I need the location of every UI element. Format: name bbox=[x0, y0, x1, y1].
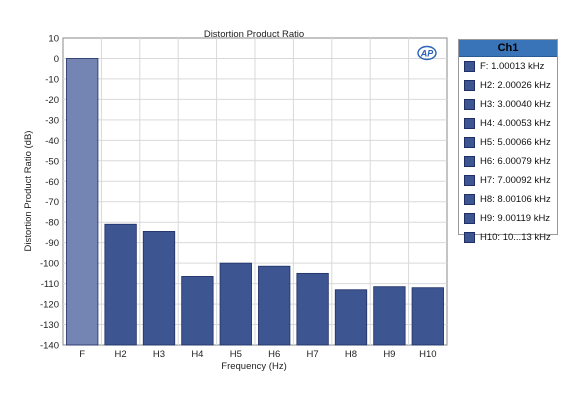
legend-item: H3: 3.00040 kHz bbox=[459, 95, 557, 114]
x-tick-label: H3 bbox=[153, 349, 165, 360]
legend-item-label: H9: 9.00119 kHz bbox=[480, 213, 551, 224]
legend-swatch bbox=[464, 194, 475, 205]
x-tick-label: H2 bbox=[115, 349, 127, 360]
bar-h5 bbox=[219, 262, 252, 346]
legend-item-label: H2: 2.00026 kHz bbox=[480, 80, 551, 91]
legend-items: F: 1.00013 kHz H2: 2.00026 kHz H3: 3.00040… bbox=[459, 57, 557, 247]
legend-swatch bbox=[464, 175, 475, 186]
x-tick-label: H4 bbox=[191, 349, 203, 360]
legend-item-label: H10: 10...13 kHz bbox=[480, 232, 551, 243]
logo-text: AP bbox=[420, 49, 434, 59]
bars bbox=[66, 58, 444, 346]
legend-swatch bbox=[464, 61, 475, 72]
x-tick-label: H7 bbox=[307, 349, 319, 360]
legend-item: H8: 8.00106 kHz bbox=[459, 190, 557, 209]
legend-item: H2: 2.00026 kHz bbox=[459, 76, 557, 95]
legend-swatch bbox=[464, 99, 475, 110]
bar-h9 bbox=[373, 286, 406, 346]
y-tick-label: -120 bbox=[40, 300, 59, 311]
legend-swatch bbox=[464, 232, 475, 243]
legend-item: H6: 6.00079 kHz bbox=[459, 152, 557, 171]
y-tick-label: -80 bbox=[45, 218, 59, 229]
bar-h3 bbox=[142, 231, 176, 346]
legend-swatch bbox=[464, 156, 475, 167]
legend-item-label: H5: 5.00066 kHz bbox=[480, 137, 551, 148]
y-tick-label: 10 bbox=[48, 34, 59, 45]
y-tick-label: -40 bbox=[45, 136, 59, 147]
legend-item: F: 1.00013 kHz bbox=[459, 57, 557, 76]
bar-h2 bbox=[104, 223, 137, 346]
legend-title: Ch1 bbox=[459, 40, 557, 57]
y-tick-label: -140 bbox=[40, 341, 59, 352]
x-tick-label: F bbox=[79, 349, 85, 360]
y-axis-label: Distortion Product Ratio (dB) bbox=[23, 131, 34, 252]
y-axis-ticks: 10 0 -10 -20 -30 -40 -50 -60 -70 -80 -90 -100 -110 -1… bbox=[40, 34, 59, 352]
y-tick-label: -70 bbox=[45, 197, 59, 208]
legend-item-label: H8: 8.00106 kHz bbox=[480, 194, 551, 205]
bar-h4 bbox=[181, 276, 214, 346]
audio-precision-logo-icon: AP bbox=[417, 45, 437, 61]
x-tick-label: H9 bbox=[383, 349, 395, 360]
legend-item-label: H4: 4.00053 kHz bbox=[480, 118, 551, 129]
y-tick-label: 0 bbox=[54, 54, 59, 65]
y-tick-label: -20 bbox=[45, 95, 59, 106]
legend-item: H9: 9.00119 kHz bbox=[459, 209, 557, 228]
legend-item: H5: 5.00066 kHz bbox=[459, 133, 557, 152]
bar-f bbox=[66, 58, 99, 346]
legend-item: H4: 4.00053 kHz bbox=[459, 114, 557, 133]
y-tick-label: -90 bbox=[45, 238, 59, 249]
legend: Ch1 F: 1.00013 kHz H2: 2.00026 kHz H3: 3.0… bbox=[458, 39, 558, 243]
x-tick-label: H8 bbox=[345, 349, 357, 360]
legend-item: H7: 7.00092 kHz bbox=[459, 171, 557, 190]
legend-item-label: F: 1.00013 kHz bbox=[480, 61, 545, 72]
x-axis-ticks: F H2 H3 H4 H5 H6 H7 H8 H9 H10 bbox=[79, 349, 436, 360]
legend-swatch bbox=[464, 137, 475, 148]
x-tick-label: H10 bbox=[419, 349, 436, 360]
legend-swatch bbox=[464, 213, 475, 224]
y-tick-label: -10 bbox=[45, 74, 59, 85]
bar-h8 bbox=[334, 289, 368, 346]
y-tick-label: -30 bbox=[45, 115, 59, 126]
y-tick-label: -60 bbox=[45, 177, 59, 188]
y-tick-label: -100 bbox=[40, 259, 59, 270]
legend-item-label: H7: 7.00092 kHz bbox=[480, 175, 551, 186]
bar-h6 bbox=[258, 265, 291, 346]
legend-item-label: H6: 6.00079 kHz bbox=[480, 156, 551, 167]
bar-h7 bbox=[296, 272, 329, 346]
y-tick-label: -110 bbox=[41, 279, 59, 290]
y-tick-label: -130 bbox=[40, 320, 59, 331]
legend-item: H10: 10...13 kHz bbox=[459, 228, 557, 247]
y-tick-label: -50 bbox=[45, 156, 59, 167]
x-axis-label: Frequency (Hz) bbox=[221, 361, 286, 372]
chart-title: Distortion Product Ratio bbox=[204, 29, 304, 40]
x-tick-label: H6 bbox=[268, 349, 280, 360]
legend-swatch bbox=[464, 80, 475, 91]
bar-h10 bbox=[411, 287, 444, 346]
x-tick-label: H5 bbox=[230, 349, 242, 360]
legend-item-label: H3: 3.00040 kHz bbox=[480, 99, 551, 110]
legend-swatch bbox=[464, 118, 475, 129]
